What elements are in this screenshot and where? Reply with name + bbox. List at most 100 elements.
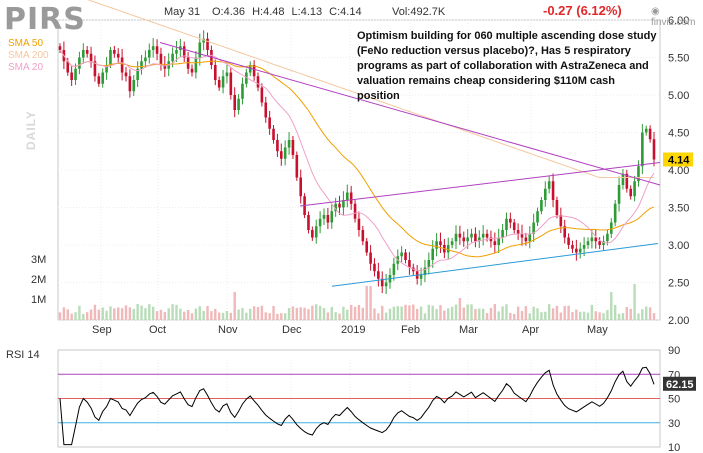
candle-body — [241, 83, 244, 99]
volume-bar — [66, 309, 69, 320]
volume-bar — [629, 308, 632, 320]
volume-bar — [249, 308, 252, 320]
candle-body — [105, 65, 108, 73]
volume-bar — [485, 313, 489, 320]
candle-body — [543, 188, 547, 200]
volume-bar — [641, 309, 644, 320]
volume-bar — [233, 292, 236, 320]
volume-bar — [155, 311, 159, 320]
candle-body — [186, 57, 190, 69]
candle-body — [648, 128, 652, 140]
candle-body — [598, 241, 601, 245]
candle-body — [233, 95, 237, 110]
candle-body — [163, 65, 167, 69]
finviz-logo[interactable]: ◉ finviz.com — [651, 6, 703, 28]
candle-body — [272, 128, 275, 140]
candle-body — [311, 230, 314, 238]
time-tick-label: Sep — [92, 324, 112, 336]
price-tick-label: 5.50 — [668, 53, 689, 65]
rsi-label: RSI 14 — [6, 349, 40, 361]
volume-bar — [105, 310, 108, 320]
volume-bar — [447, 308, 450, 320]
volume-bar — [85, 312, 89, 320]
volume-bar — [586, 312, 590, 320]
volume-bar — [652, 313, 656, 320]
candle-body — [190, 68, 194, 73]
candle-body — [609, 222, 613, 234]
candle-body — [202, 38, 205, 43]
volume-bar — [547, 304, 551, 320]
volume-bar — [318, 305, 322, 320]
volume-bar — [536, 308, 539, 320]
volume-bar — [377, 313, 380, 320]
candle-body — [291, 140, 295, 155]
volume-bar — [582, 311, 586, 320]
volume-bar — [458, 298, 462, 320]
candle-body — [334, 203, 337, 212]
candle-body — [78, 57, 81, 69]
volume-bar — [373, 308, 376, 320]
volume-bar — [58, 312, 62, 320]
candle-body — [229, 72, 233, 95]
volume-bar — [70, 313, 73, 320]
volume-bar — [283, 313, 287, 320]
volume-bar — [206, 306, 209, 320]
volume-bar — [315, 304, 318, 320]
volume-bar — [610, 292, 613, 320]
volume-bar — [210, 311, 213, 320]
candle-body — [567, 237, 570, 245]
finviz-logo-icon: ◉ — [651, 6, 660, 17]
candle-body — [225, 72, 229, 77]
volume-bar — [229, 312, 233, 320]
candle-body — [260, 87, 264, 103]
price-tick-label: 2.50 — [668, 278, 689, 290]
candle-body — [295, 155, 299, 178]
candle-body — [206, 38, 209, 50]
candle-body — [237, 98, 240, 110]
volume-bar — [481, 308, 485, 320]
price-tick-label: 2.00 — [668, 315, 689, 327]
volume-bar — [280, 313, 283, 320]
volume-bar — [388, 308, 392, 320]
volume-bar — [276, 313, 279, 320]
volume-bar — [342, 306, 345, 320]
candle-body — [427, 260, 431, 268]
volume-bar — [93, 304, 97, 320]
candle-body — [357, 218, 361, 230]
candle-body — [551, 181, 555, 200]
candle-body — [555, 200, 559, 215]
volume-bar — [287, 308, 291, 320]
volume-bar — [505, 304, 508, 320]
rsi-tick-label: 50 — [668, 394, 680, 406]
volume-bar — [349, 304, 353, 320]
candle-body — [575, 248, 578, 253]
rsi-last-label: 62.15 — [666, 379, 694, 391]
candle-body — [175, 50, 178, 54]
candle-body — [144, 57, 147, 62]
volume-bar — [579, 311, 582, 320]
last-price-label: 4.14 — [668, 155, 690, 167]
candle-body — [132, 80, 136, 92]
volume-bar — [264, 312, 267, 320]
candle-body — [547, 181, 551, 189]
volume-bar — [361, 307, 365, 320]
volume-bar — [606, 310, 609, 320]
volume-bar — [338, 313, 341, 320]
volume-bar — [501, 306, 504, 320]
candle-body — [307, 215, 310, 230]
candle-body — [606, 233, 609, 242]
volume-bar — [497, 311, 500, 320]
quote-ohlc: O:4.36 H:4.48 L:4.13 C:4.14 — [212, 6, 362, 18]
volume-bar — [427, 304, 431, 320]
candle-body — [439, 241, 442, 245]
volume-bar — [82, 313, 85, 320]
volume-bar — [571, 312, 574, 320]
volume-bar — [148, 304, 151, 320]
candle-body — [633, 181, 636, 197]
candle-body — [365, 241, 369, 253]
candle-body — [101, 72, 105, 84]
candle-body — [644, 128, 648, 133]
candle-body — [462, 237, 466, 242]
candle-body — [392, 263, 396, 275]
volume-bar — [256, 307, 260, 320]
